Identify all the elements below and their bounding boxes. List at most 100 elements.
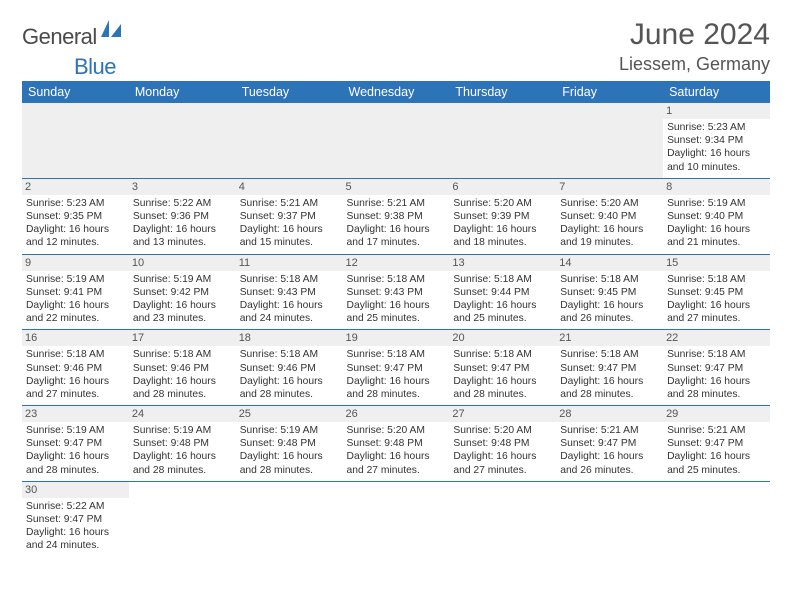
calendar-empty-cell (556, 103, 663, 178)
sunrise-line: Sunrise: 5:20 AM (453, 197, 552, 210)
sunrise-line: Sunrise: 5:18 AM (133, 348, 232, 361)
daylight-line: Daylight: 16 hours and 27 minutes. (347, 450, 446, 476)
sunset-line: Sunset: 9:39 PM (453, 210, 552, 223)
calendar-empty-cell (556, 481, 663, 556)
calendar-day-cell: 12Sunrise: 5:18 AMSunset: 9:43 PMDayligh… (343, 254, 450, 330)
sunrise-line: Sunrise: 5:21 AM (347, 197, 446, 210)
sunrise-line: Sunrise: 5:20 AM (453, 424, 552, 437)
logo-text-blue: Blue (74, 54, 116, 79)
calendar-day-cell: 18Sunrise: 5:18 AMSunset: 9:46 PMDayligh… (236, 330, 343, 406)
day-number: 27 (449, 406, 556, 422)
sunset-line: Sunset: 9:36 PM (133, 210, 232, 223)
day-number: 14 (556, 255, 663, 271)
sunset-line: Sunset: 9:40 PM (667, 210, 766, 223)
day-number: 8 (663, 179, 770, 195)
sunrise-line: Sunrise: 5:18 AM (560, 273, 659, 286)
calendar-empty-cell (663, 481, 770, 556)
weekday-header: Tuesday (236, 81, 343, 103)
location: Liessem, Germany (619, 54, 770, 75)
day-number: 16 (22, 330, 129, 346)
calendar-day-cell: 22Sunrise: 5:18 AMSunset: 9:47 PMDayligh… (663, 330, 770, 406)
sunset-line: Sunset: 9:47 PM (560, 437, 659, 450)
calendar-day-cell: 21Sunrise: 5:18 AMSunset: 9:47 PMDayligh… (556, 330, 663, 406)
logo-sail-icon (101, 20, 123, 43)
calendar-day-cell: 16Sunrise: 5:18 AMSunset: 9:46 PMDayligh… (22, 330, 129, 406)
calendar-day-cell: 25Sunrise: 5:19 AMSunset: 9:48 PMDayligh… (236, 406, 343, 482)
calendar-day-cell: 28 Sunrise: 5:21 AMSunset: 9:47 PMDayligh… (556, 406, 663, 482)
calendar-empty-cell (236, 481, 343, 556)
sunrise-line: Sunrise: 5:18 AM (240, 348, 339, 361)
calendar-week-row: 23Sunrise: 5:19 AMSunset: 9:47 PMDayligh… (22, 406, 770, 482)
calendar-week-row: 30Sunrise: 5:22 AMSunset: 9:47 PMDayligh… (22, 481, 770, 556)
calendar-week-row: 2Sunrise: 5:23 AMSunset: 9:35 PMDaylight… (22, 178, 770, 254)
daylight-line: Daylight: 16 hours and 26 minutes. (560, 450, 659, 476)
sunrise-line: Sunrise: 5:18 AM (453, 348, 552, 361)
day-number: 5 (343, 179, 450, 195)
calendar-empty-cell (129, 103, 236, 178)
daylight-line: Daylight: 16 hours and 12 minutes. (26, 223, 125, 249)
sunrise-line: Sunrise: 5:21 AM (560, 424, 659, 437)
day-number: 2 (22, 179, 129, 195)
calendar-table: Sunday Monday Tuesday Wednesday Thursday… (22, 81, 770, 557)
day-number: 10 (129, 255, 236, 271)
title-block: June 2024 Liessem, Germany (619, 18, 770, 75)
calendar-day-cell: 23Sunrise: 5:19 AMSunset: 9:47 PMDayligh… (22, 406, 129, 482)
sunrise-line: Sunrise: 5:20 AM (347, 424, 446, 437)
day-number: 26 (343, 406, 450, 422)
sunset-line: Sunset: 9:47 PM (560, 362, 659, 375)
sunset-line: Sunset: 9:40 PM (560, 210, 659, 223)
daylight-line: Daylight: 16 hours and 28 minutes. (453, 375, 552, 401)
day-number: 28 (556, 406, 663, 422)
day-number: 25 (236, 406, 343, 422)
sunset-line: Sunset: 9:47 PM (667, 437, 766, 450)
weekday-header-row: Sunday Monday Tuesday Wednesday Thursday… (22, 81, 770, 103)
weekday-header: Thursday (449, 81, 556, 103)
calendar-day-cell: 27Sunrise: 5:20 AMSunset: 9:48 PMDayligh… (449, 406, 556, 482)
sunset-line: Sunset: 9:48 PM (347, 437, 446, 450)
calendar-day-cell: 14Sunrise: 5:18 AMSunset: 9:45 PMDayligh… (556, 254, 663, 330)
day-number: 22 (663, 330, 770, 346)
day-number: 30 (22, 482, 129, 498)
day-number: 20 (449, 330, 556, 346)
calendar-day-cell: 17Sunrise: 5:18 AMSunset: 9:46 PMDayligh… (129, 330, 236, 406)
daylight-line: Daylight: 16 hours and 28 minutes. (347, 375, 446, 401)
weekday-header: Saturday (663, 81, 770, 103)
calendar-day-cell: 29Sunrise: 5:21 AMSunset: 9:47 PMDayligh… (663, 406, 770, 482)
sunrise-line: Sunrise: 5:22 AM (26, 500, 125, 513)
day-number: 11 (236, 255, 343, 271)
sunrise-line: Sunrise: 5:19 AM (26, 273, 125, 286)
daylight-line: Daylight: 16 hours and 25 minutes. (667, 450, 766, 476)
sunrise-line: Sunrise: 5:19 AM (133, 273, 232, 286)
sunrise-line: Sunrise: 5:23 AM (26, 197, 125, 210)
daylight-line: Daylight: 16 hours and 21 minutes. (667, 223, 766, 249)
daylight-line: Daylight: 16 hours and 28 minutes. (133, 375, 232, 401)
sunset-line: Sunset: 9:47 PM (667, 362, 766, 375)
calendar-empty-cell (22, 103, 129, 178)
day-number: 1 (663, 103, 770, 119)
daylight-line: Daylight: 16 hours and 28 minutes. (560, 375, 659, 401)
sunset-line: Sunset: 9:38 PM (347, 210, 446, 223)
calendar-day-cell: 10Sunrise: 5:19 AMSunset: 9:42 PMDayligh… (129, 254, 236, 330)
sunset-line: Sunset: 9:43 PM (240, 286, 339, 299)
daylight-line: Daylight: 16 hours and 25 minutes. (347, 299, 446, 325)
daylight-line: Daylight: 16 hours and 19 minutes. (560, 223, 659, 249)
sunrise-line: Sunrise: 5:21 AM (667, 424, 766, 437)
day-number: 21 (556, 330, 663, 346)
day-number: 18 (236, 330, 343, 346)
sunset-line: Sunset: 9:45 PM (667, 286, 766, 299)
day-number: 4 (236, 179, 343, 195)
daylight-line: Daylight: 16 hours and 27 minutes. (453, 450, 552, 476)
calendar-day-cell: 8Sunrise: 5:19 AMSunset: 9:40 PMDaylight… (663, 178, 770, 254)
weekday-header: Wednesday (343, 81, 450, 103)
weekday-header: Monday (129, 81, 236, 103)
daylight-line: Daylight: 16 hours and 28 minutes. (667, 375, 766, 401)
day-number: 19 (343, 330, 450, 346)
day-number: 17 (129, 330, 236, 346)
daylight-line: Daylight: 16 hours and 28 minutes. (133, 450, 232, 476)
calendar-day-cell: 5Sunrise: 5:21 AMSunset: 9:38 PMDaylight… (343, 178, 450, 254)
day-number: 12 (343, 255, 450, 271)
sunrise-line: Sunrise: 5:18 AM (240, 273, 339, 286)
sunset-line: Sunset: 9:34 PM (667, 134, 766, 147)
daylight-line: Daylight: 16 hours and 25 minutes. (453, 299, 552, 325)
sunrise-line: Sunrise: 5:18 AM (26, 348, 125, 361)
